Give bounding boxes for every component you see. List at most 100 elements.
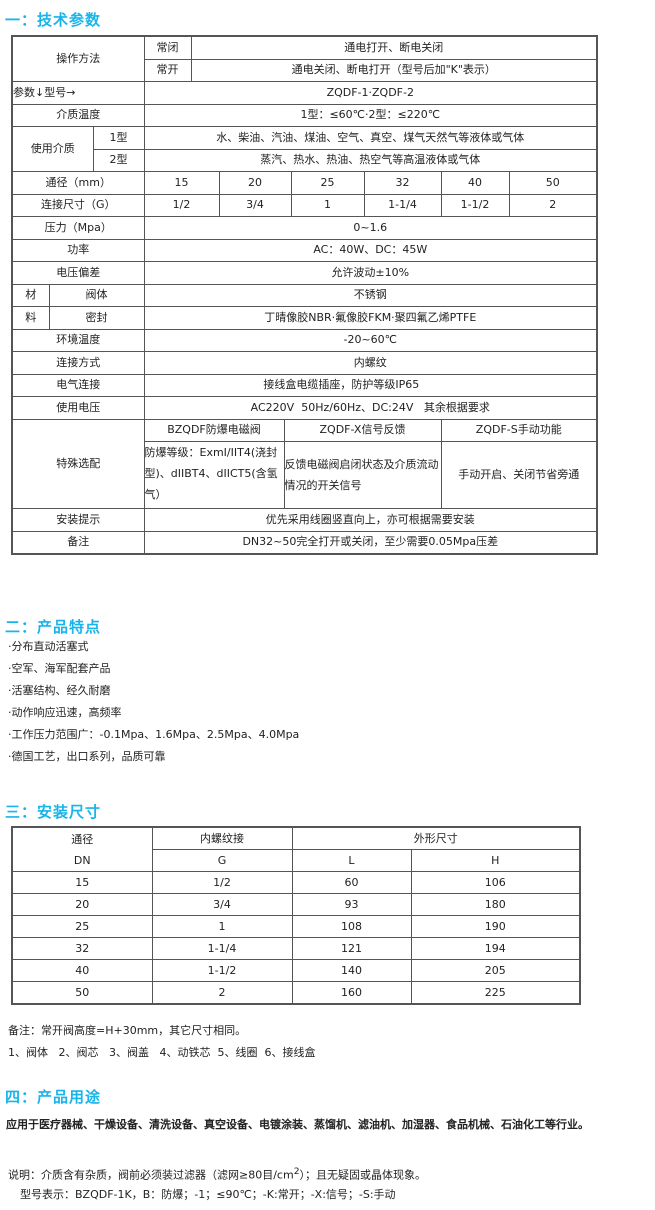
section-heading-usage: 四：产品用途 (5, 1088, 102, 1106)
dimension-cell: 190 (410, 915, 581, 938)
model-value: ZQDF-1·ZQDF-2 (143, 81, 598, 105)
power-label: 功率 (11, 238, 145, 262)
dimension-cell: 93 (291, 893, 412, 916)
dn-header-label: DN (73, 853, 91, 867)
tech-spec-table: 操作方法 常闭 通电打开、断电关闭 常开 通电关闭、断电打开（型号后加"K"表示… (11, 35, 599, 555)
volt-dev-label: 电压偏差 (11, 261, 145, 285)
bore-label: 通径（mm） (11, 171, 145, 195)
model-label: 参数↓型号→ (11, 81, 145, 105)
thread-header: 内螺纹接 (151, 826, 293, 850)
dimension-table: 通径 DN 内螺纹接 外形尺寸 G L H 15 1/2 60 106 20 3/4 93 18… (11, 826, 581, 1005)
pressure-value: 0~1.6 (143, 216, 598, 240)
dimension-cell: 160 (291, 981, 412, 1005)
usage-note-text-end: ）；且无疑固或晶体现象。 (299, 1168, 427, 1182)
env-label: 环境温度 (11, 328, 145, 352)
type1-value: 水、柴油、汽油、煤油、空气、真空、煤气天然气等液体或气体 (143, 126, 598, 150)
h-header: H (410, 849, 581, 872)
section-heading-dims: 三：安装尺寸 (5, 803, 102, 821)
no-value: 通电关闭、断电打开（型号后加"K"表示） (190, 58, 598, 82)
feature-item: ·分布直动活塞式 (8, 640, 89, 653)
feature-list: ·分布直动活塞式 ·空军、海军配套产品 ·活塞结构、经久耐磨 ·动作响应迅速，高… (8, 636, 299, 768)
dimension-cell: 2 (151, 981, 293, 1005)
section-heading-features: 二：产品特点 (5, 618, 102, 636)
bore-cell: 15 (143, 171, 220, 195)
feature-item: ·空军、海军配套产品 (8, 662, 111, 675)
dimension-row: 50 2 160 225 (11, 981, 581, 1005)
dimension-row: 20 3/4 93 180 (11, 893, 581, 916)
dimension-cell: 205 (410, 959, 581, 982)
dimension-cell: 194 (410, 937, 581, 960)
install-label: 安装提示 (11, 508, 145, 532)
usage-note-text: 说明：介质含有杂质，阀前必须装过滤器（滤网≥80目/cm (8, 1168, 294, 1182)
dimension-cell: 15 (11, 871, 153, 894)
voltage-label: 使用电压 (11, 396, 145, 420)
special-value: 手动开启、关闭节省旁通 (440, 441, 598, 509)
body-value: 不锈钢 (143, 283, 598, 307)
usage-note: 说明：介质含有杂质，阀前必须装过滤器（滤网≥80目/cm2）；且无疑固或晶体现象… (8, 1164, 426, 1184)
temp-label: 介质温度 (11, 103, 145, 127)
conn-cell: 1-1/2 (440, 193, 510, 217)
conn-cell: 1 (290, 193, 365, 217)
bore-cell: 40 (440, 171, 510, 195)
bore-header-label: 通径 (71, 832, 94, 846)
conn-cell: 1-1/4 (363, 193, 442, 217)
parts-list: 1、阀体 2、阀芯 3、阀盖 4、动铁芯 5、线圈 6、接线盒 (8, 1046, 316, 1059)
feature-item: ·动作响应迅速，高频率 (8, 706, 122, 719)
seal-label: 密封 (48, 306, 145, 330)
no-label: 常开 (143, 58, 192, 82)
dimension-row: 15 1/2 60 106 (11, 871, 581, 894)
material-label-cont: 料 (11, 306, 50, 330)
nc-label: 常闭 (143, 35, 192, 60)
special-head: BZQDF防爆电磁阀 (143, 418, 285, 442)
volt-dev-value: 允许波动±10% (143, 261, 598, 285)
nc-value: 通电打开、断电关闭 (190, 35, 598, 60)
connmode-value: 内螺纹 (143, 351, 598, 375)
voltage-value: AC220V 50Hz/60Hz、DC:24V 其余根据要求 (143, 396, 598, 420)
bore-cell: 50 (508, 171, 598, 195)
dimension-cell: 1/2 (151, 871, 293, 894)
dimension-cell: 180 (410, 893, 581, 916)
dimension-cell: 140 (291, 959, 412, 982)
superscript: 2 (293, 1166, 300, 1177)
dimension-cell: 3/4 (151, 893, 293, 916)
l-header: L (291, 849, 412, 872)
bore-header: 通径 DN (11, 826, 153, 872)
feature-item: ·工作压力范围广：-0.1Mpa、1.6Mpa、2.5Mpa、4.0Mpa (8, 728, 300, 741)
conn-label: 连接尺寸（G） (11, 193, 145, 217)
dimension-cell: 1 (151, 915, 293, 938)
special-head: ZQDF-S手动功能 (440, 418, 598, 442)
conn-cell: 3/4 (218, 193, 292, 217)
dimension-cell: 1-1/2 (151, 959, 293, 982)
dimension-cell: 25 (11, 915, 153, 938)
connmode-label: 连接方式 (11, 351, 145, 375)
conn-cell: 1/2 (143, 193, 220, 217)
body-label: 阀体 (48, 283, 145, 307)
seal-value: 丁晴像胶NBR·氟像胶FKM·聚四氟乙烯PTFE (143, 306, 598, 330)
install-value: 优先采用线圈竖直向上，亦可根据需要安装 (143, 508, 598, 532)
applications-text: 应用于医疗器械、干燥设备、清洗设备、真空设备、电镀涂装、蒸馏机、滤油机、加湿器、… (6, 1118, 589, 1131)
type1-label: 1型 (92, 126, 145, 150)
env-value: -20~60℃ (143, 328, 598, 352)
dimension-cell: 121 (291, 937, 412, 960)
section-heading-tech: 一：技术参数 (5, 11, 102, 29)
special-value: 反馈电磁阀启闭状态及介质流动情况的开关信号 (283, 441, 442, 509)
dims-note: 备注：常开阀高度=H+30mm，其它尺寸相同。 (8, 1024, 247, 1037)
dimension-cell: 1-1/4 (151, 937, 293, 960)
feature-item: ·活塞结构、经久耐磨 (8, 684, 111, 697)
dimension-cell: 32 (11, 937, 153, 960)
remark-value: DN32~50完全打开或关闭，至少需要0.05Mpa压差 (143, 530, 598, 555)
bore-cell: 32 (363, 171, 442, 195)
dimension-cell: 106 (410, 871, 581, 894)
dimension-cell: 60 (291, 871, 412, 894)
bore-cell: 20 (218, 171, 292, 195)
g-header: G (151, 849, 293, 872)
bore-cell: 25 (290, 171, 365, 195)
type2-value: 蒸汽、热水、热油、热空气等高温液体或气体 (143, 148, 598, 172)
feature-item: ·德国工艺，出口系列，品质可靠 (8, 750, 166, 763)
elec-label: 电气连接 (11, 373, 145, 397)
elec-value: 接线盒电缆插座，防护等级IP65 (143, 373, 598, 397)
type2-label: 2型 (92, 148, 145, 172)
conn-cell: 2 (508, 193, 598, 217)
op-label: 操作方法 (11, 35, 145, 82)
dimension-row: 40 1-1/2 140 205 (11, 959, 581, 982)
